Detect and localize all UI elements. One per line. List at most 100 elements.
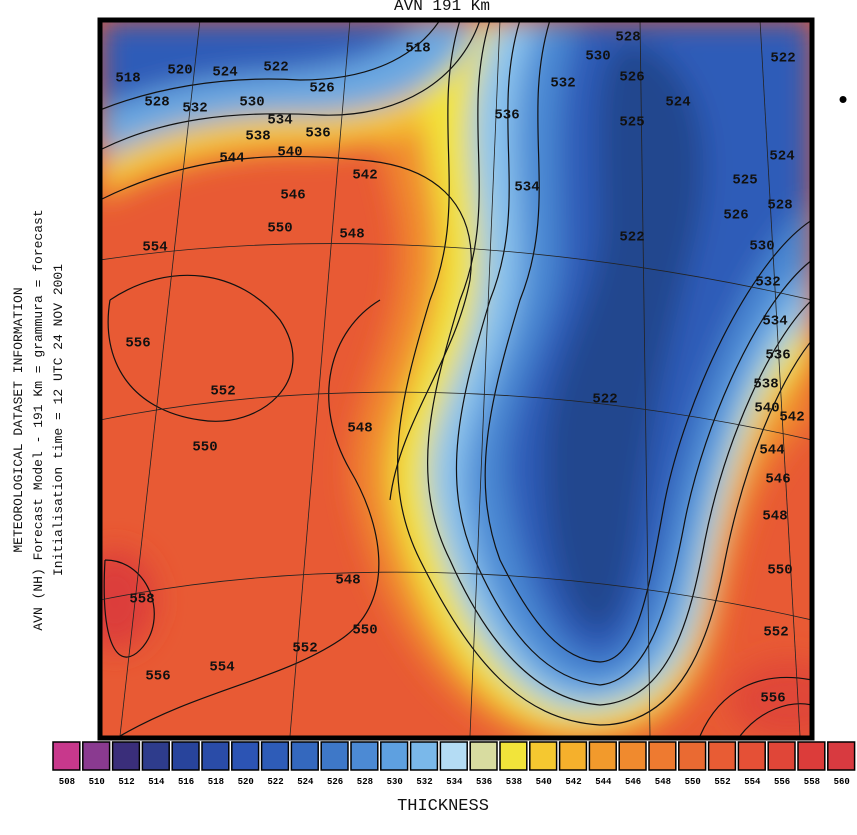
title: AVN 191 Km [394,0,490,15]
colorbar-tick-label: 516 [178,777,194,787]
colorbar-tick-label: 538 [506,777,522,787]
contour-label: 518 [405,41,430,57]
contour-label: 554 [142,240,167,256]
colorbar-swatch [439,741,468,771]
colorbar-tick-label: 512 [118,777,134,787]
contour-label: 532 [550,76,575,92]
contour-label: 554 [209,660,234,676]
colorbar-tick-label: 556 [774,777,790,787]
colorbar-tick-label: 508 [59,777,75,787]
contour-label: 542 [779,410,804,426]
colorbar-tick-label: 542 [565,777,581,787]
contour-label: 550 [267,221,292,237]
colorbar-tick-label: 550 [685,777,701,787]
map-frame [97,17,815,741]
contour-label: 556 [125,336,150,352]
colorbar-tick-label: 524 [297,777,314,787]
colorbar-tick-label: 518 [208,777,224,787]
contour-label: 520 [167,63,192,79]
side-line: METEOROLOGICAL DATASET INFORMATION [11,287,26,552]
contours [102,22,810,736]
colorbar-swatch [350,741,379,771]
colorbar-tick-label: 526 [327,777,343,787]
contour-label: 525 [619,115,644,131]
colorbar-label: THICKNESS [397,797,489,816]
colorbar-tick-label: 540 [536,777,552,787]
colorbar-swatch [529,741,558,771]
contour-label: 522 [592,392,617,408]
contour-label: 540 [754,401,779,417]
colorbar-swatch [201,741,230,771]
contour-label: 525 [732,173,757,189]
contour-label: 550 [352,623,377,639]
colorbar-swatch [469,741,498,771]
contour-label: 524 [665,95,690,111]
contour-label: 522 [619,230,644,246]
colorbar-tick-label: 534 [446,777,463,787]
colorbar-swatch [260,741,290,771]
side-info: METEOROLOGICAL DATASET INFORMATION AVN (… [11,209,66,630]
contour-label: 552 [763,625,788,641]
colorbar-swatch [290,741,319,771]
contour-label: 522 [263,60,288,76]
colorbar-swatch [648,741,677,771]
contour-label: 526 [309,81,334,97]
contour-label: 550 [192,440,217,456]
contour-label: 528 [767,198,792,214]
colorbar-tick-label: 510 [89,777,105,787]
contour-label: 530 [239,95,264,111]
colorbar-swatch [141,741,170,771]
colorbar: 508 510 512 514 516 518 520 522 524 526 528 530 532 5… [52,741,856,787]
colorbar-tick-label: 544 [595,777,612,787]
colorbar-swatch [558,741,588,771]
contour-label: 546 [765,472,790,488]
contour-label: 518 [115,71,140,87]
contour-label: 536 [305,126,330,142]
colorbar-tick-label: 546 [625,777,641,787]
contour-label: 534 [514,180,539,196]
contour-label: 524 [212,65,237,81]
colorbar-swatch [499,741,528,771]
colorbar-swatch [380,741,409,771]
colorbar-swatch [52,741,81,771]
contour-label: 530 [749,239,774,255]
contour-label: 532 [755,275,780,291]
contour-label: 528 [144,95,169,111]
bullet: • [835,86,851,116]
colorbar-swatch [111,741,141,771]
colorbar-swatch [171,741,200,771]
contour-label: 548 [762,509,787,525]
contour-label: 552 [210,384,235,400]
contour-label: 534 [267,113,292,129]
contour-label: 540 [277,145,302,161]
colorbar-tick-label: 514 [148,777,165,787]
contour-label: 550 [767,563,792,579]
contour-label: 538 [245,129,270,145]
colorbar-tick-label: 548 [655,777,671,787]
colorbar-swatch [409,741,439,771]
colorbar-tick-label: 520 [238,777,254,787]
colorbar-tick-label: 536 [476,777,492,787]
contour-label: 522 [770,51,795,67]
colorbar-tick-label: 552 [714,777,730,787]
contour-label: 556 [145,669,170,685]
colorbar-swatch [231,741,260,771]
contour-label: 532 [182,101,207,117]
contour-label: 556 [760,691,785,707]
contour-label: 524 [769,149,794,165]
contour-label: 548 [347,421,372,437]
contour-label: 544 [759,443,784,459]
graticule [102,22,810,736]
contour-label: 548 [339,227,364,243]
contour-label: 546 [280,188,305,204]
contour-label: 544 [219,151,244,167]
colorbar-swatch [588,741,617,771]
colorbar-swatch [707,741,737,771]
colorbar-swatch [737,741,766,771]
colorbar-tick-label: 528 [357,777,373,787]
colorbar-tick-label: 532 [416,777,432,787]
colorbar-swatch [767,741,796,771]
